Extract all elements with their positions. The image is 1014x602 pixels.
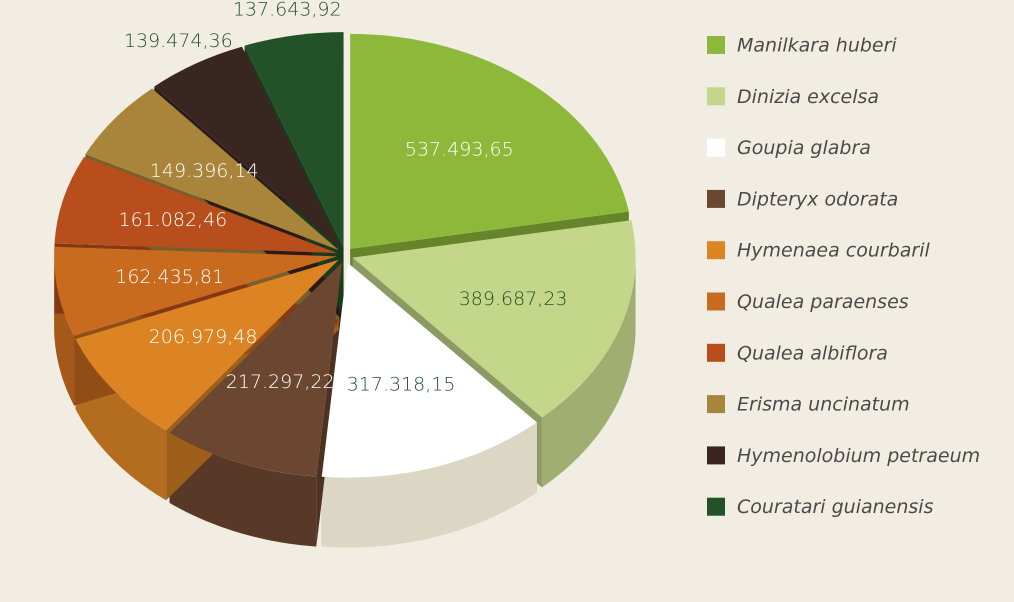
legend-label: Qualea albiflora <box>737 342 888 364</box>
slice-side <box>54 256 75 406</box>
legend-swatch <box>707 138 725 157</box>
data-label: 162.435,81 <box>115 266 224 288</box>
data-label: 161.082,46 <box>118 209 227 231</box>
slice-labels: 537.493,65 389.687,23 317.318,15 217.297,22… <box>115 0 567 396</box>
slice-tops <box>54 32 636 478</box>
legend-swatch <box>707 87 725 106</box>
legend-swatch <box>707 241 725 260</box>
slice-side <box>169 432 317 547</box>
legend-label: Goupia glabra <box>737 137 871 159</box>
slice <box>350 33 629 249</box>
data-label: 137.643,92 <box>233 0 342 21</box>
legend-label: Qualea paraenses <box>737 291 909 313</box>
legend-label: Dipteryx odorata <box>737 188 898 210</box>
slice <box>75 259 339 431</box>
legend-label: Dinizia excelsa <box>737 86 879 108</box>
legend-swatch <box>707 292 725 311</box>
legend-label: Couratari guianensis <box>737 496 934 518</box>
slice <box>169 262 343 477</box>
slice-side <box>321 422 537 548</box>
slice <box>54 246 338 336</box>
legend-label: Manilkara huberi <box>737 35 897 57</box>
legend-swatch <box>707 395 725 414</box>
slice <box>85 88 339 251</box>
legend-swatch <box>707 497 725 516</box>
data-label: 149.396,14 <box>150 160 259 182</box>
slice <box>244 32 344 248</box>
legend-swatch <box>707 189 725 208</box>
slice <box>54 156 338 253</box>
legend-swatch <box>707 446 725 465</box>
slice <box>321 262 537 478</box>
slice <box>154 46 341 249</box>
data-label: 139.474,36 <box>124 30 233 52</box>
legend-swatch <box>707 36 725 54</box>
slice-side <box>541 257 636 488</box>
data-label: 389.687,23 <box>459 288 568 310</box>
data-label: 537.493,65 <box>405 139 514 161</box>
data-label: 317.318,15 <box>347 374 456 396</box>
legend-swatch <box>707 343 725 362</box>
data-label: 206.979,48 <box>149 326 258 348</box>
data-label: 217.297,22 <box>226 371 335 393</box>
legend-label: Hymenolobium petraeum <box>737 445 980 467</box>
legend-label: Erisma uncinatum <box>737 394 910 416</box>
slice <box>352 220 636 418</box>
legend-label: Hymenaea courbaril <box>737 240 931 262</box>
